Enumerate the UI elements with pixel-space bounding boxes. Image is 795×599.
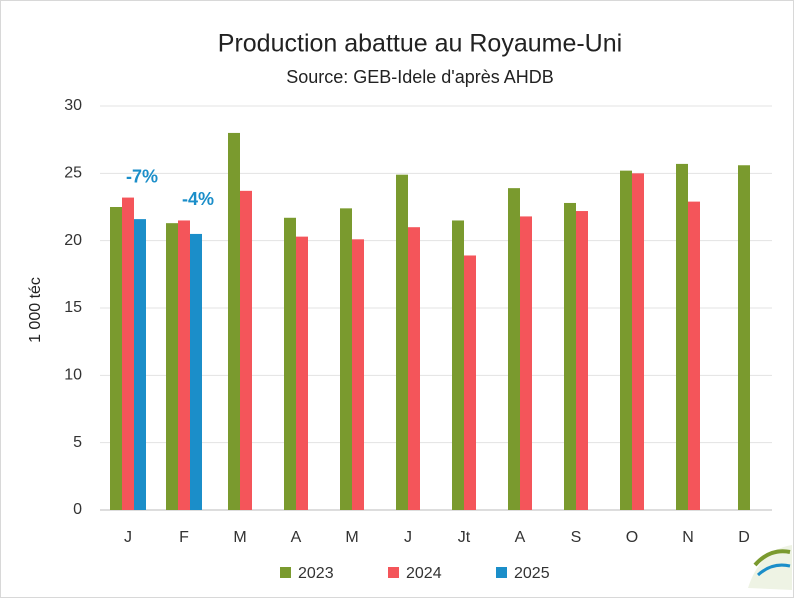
y-tick-label: 25 <box>64 165 82 182</box>
annotation: -4% <box>182 189 214 209</box>
y-tick-label: 5 <box>73 434 82 451</box>
bar <box>178 220 190 510</box>
bar <box>352 239 364 510</box>
y-tick-label: 30 <box>64 97 82 114</box>
annotation: -7% <box>126 166 158 186</box>
bar <box>576 211 588 511</box>
chart-title: Production abattue au Royaume-Uni <box>218 30 622 58</box>
legend-swatch <box>388 567 399 578</box>
legend-label: 2025 <box>514 565 550 582</box>
bar <box>396 174 408 510</box>
x-tick-label: Jt <box>458 529 471 546</box>
x-tick-label: A <box>515 529 526 546</box>
bar <box>508 188 520 510</box>
logo <box>748 545 792 590</box>
bar <box>632 173 644 511</box>
bar <box>122 197 134 510</box>
x-tick-label: J <box>404 529 412 546</box>
y-tick-label: 0 <box>73 501 82 518</box>
x-tick-label: D <box>738 529 750 546</box>
bar <box>240 190 252 510</box>
legend-label: 2024 <box>406 565 442 582</box>
bar <box>166 223 178 510</box>
bar <box>564 202 576 510</box>
y-tick-label: 20 <box>64 232 82 249</box>
bar <box>228 132 240 510</box>
x-tick-label: S <box>571 529 582 546</box>
bar <box>190 233 202 510</box>
bar <box>340 208 352 510</box>
y-tick-label: 10 <box>64 367 82 384</box>
x-tick-label: N <box>682 529 694 546</box>
bar <box>464 255 476 510</box>
bar <box>284 217 296 511</box>
legend-label: 2023 <box>298 565 334 582</box>
bar <box>738 165 750 510</box>
y-axis-label: 1 000 téc <box>27 277 44 343</box>
bar <box>620 170 632 510</box>
legend-swatch <box>496 567 507 578</box>
x-tick-label: A <box>291 529 302 546</box>
y-tick-label: 15 <box>64 299 82 316</box>
x-tick-label: M <box>345 529 358 546</box>
bar <box>520 216 532 510</box>
x-tick-label: F <box>179 529 189 546</box>
bar <box>296 236 308 511</box>
bar <box>134 219 146 510</box>
bar <box>110 207 122 510</box>
x-tick-label: O <box>626 529 638 546</box>
bar <box>688 201 700 510</box>
chart-subtitle: Source: GEB-Idele d'après AHDB <box>286 67 554 87</box>
legend-swatch <box>280 567 291 578</box>
bar <box>452 220 464 510</box>
x-tick-label: M <box>233 529 246 546</box>
bar <box>408 227 420 510</box>
x-tick-label: J <box>124 529 132 546</box>
bar <box>676 163 688 510</box>
